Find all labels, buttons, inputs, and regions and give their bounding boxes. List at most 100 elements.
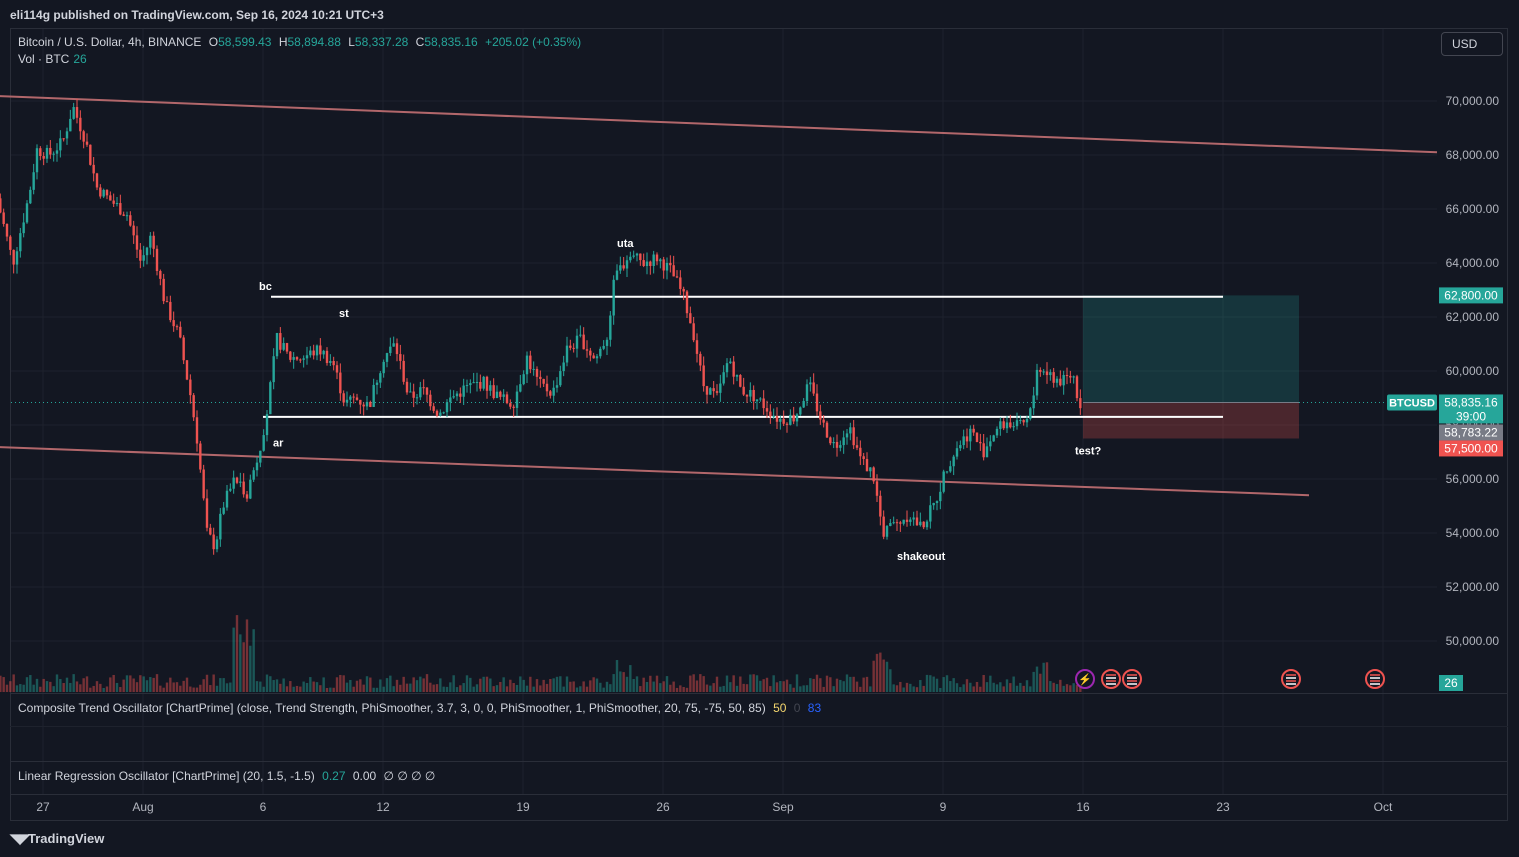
volume-bar	[789, 684, 792, 692]
channel-trendline[interactable]	[0, 446, 1310, 497]
volume-bar	[839, 679, 842, 692]
candle-body	[162, 278, 165, 302]
volume-bar	[419, 676, 422, 692]
chart-annotation-shakeout[interactable]: shakeout	[897, 551, 946, 563]
candle-body	[785, 423, 789, 425]
volume-bar	[655, 675, 659, 692]
symbol-name[interactable]: Bitcoin / U.S. Dollar, 4h, BINANCE	[18, 35, 202, 49]
volume-bar	[322, 677, 325, 692]
volume-bar	[992, 682, 995, 692]
chart-annotation-bc[interactable]: bc	[259, 281, 272, 293]
candle-body	[485, 376, 489, 391]
volume-bar	[892, 684, 895, 692]
long-position-target-zone[interactable]	[1083, 295, 1299, 403]
us-flag-event-icon[interactable]	[1365, 669, 1385, 689]
candle-body	[1069, 375, 1072, 378]
y-tick-label: 70,000.00	[1446, 94, 1500, 108]
us-flag-event-icon[interactable]	[1122, 669, 1142, 689]
us-flag-event-icon[interactable]	[1101, 669, 1121, 689]
volume-bar	[439, 678, 442, 692]
candle-body	[1005, 422, 1009, 429]
candle-body	[422, 387, 425, 389]
candle-body	[979, 441, 982, 444]
candle-body	[89, 144, 92, 165]
candle-body	[129, 215, 132, 226]
volume-bar	[1035, 666, 1039, 692]
volume-bar	[619, 671, 622, 692]
candle-body	[332, 360, 335, 366]
volume-bar	[245, 619, 249, 692]
candle-body	[539, 376, 542, 379]
candle-body	[119, 203, 122, 215]
volume-bar	[715, 676, 719, 692]
candle-body	[572, 347, 575, 349]
candle-body	[812, 382, 815, 394]
volume-bar	[185, 677, 189, 692]
volume-bar	[585, 686, 589, 692]
volume-bar	[215, 685, 219, 692]
volume-bar	[325, 687, 329, 692]
chart-annotation-ar[interactable]: ar	[273, 438, 284, 450]
candle-body	[209, 527, 212, 535]
candle-body	[652, 254, 655, 267]
candle-body	[549, 391, 552, 396]
currency-button[interactable]: USD	[1441, 32, 1503, 56]
candle-body	[365, 401, 369, 407]
lightning-event-icon[interactable]	[1075, 669, 1095, 689]
channel-trendline[interactable]	[0, 95, 1438, 154]
long-position-stop-zone[interactable]	[1083, 402, 1299, 439]
volume-bar	[269, 676, 272, 692]
candle-body	[369, 401, 372, 407]
candle-body	[662, 259, 665, 271]
chart-annotation-uta[interactable]: uta	[617, 238, 634, 250]
candle-body	[329, 360, 332, 363]
volume-bar	[349, 679, 352, 692]
volume-bar	[252, 629, 255, 692]
volume-bar	[335, 677, 339, 692]
volume-bar	[782, 681, 785, 692]
candle-body	[335, 365, 339, 373]
volume-bar	[722, 685, 725, 692]
volume-bar	[19, 684, 22, 692]
candle-body	[845, 433, 849, 438]
candle-body	[675, 276, 679, 278]
volume-bar	[122, 679, 125, 692]
candle-body	[475, 381, 479, 383]
us-flag-event-icon[interactable]	[1281, 669, 1301, 689]
candle-body	[959, 445, 962, 449]
candle-body	[1079, 398, 1082, 409]
volume-bar	[459, 685, 462, 692]
candle-body	[875, 481, 879, 496]
cto-indicator-legend[interactable]: Composite Trend Oscillator [ChartPrime] …	[18, 701, 821, 715]
chart-annotation-test[interactable]: test?	[1075, 446, 1102, 458]
candle-body	[275, 333, 279, 357]
volume-bar	[222, 678, 225, 692]
candle-body	[822, 419, 825, 423]
lro-indicator-legend[interactable]: Linear Regression Oscillator [ChartPrime…	[18, 769, 435, 783]
candle-body	[825, 422, 829, 438]
candle-body	[29, 189, 32, 204]
candle-body	[322, 350, 325, 355]
tradingview-logo[interactable]: ◥◤TradingView	[10, 831, 104, 847]
candle-body	[859, 447, 862, 457]
volume-bar	[852, 676, 855, 692]
chart-annotation-st[interactable]: st	[339, 308, 349, 320]
volume-bar	[522, 679, 525, 692]
candle-body	[902, 519, 905, 524]
candle-body	[1042, 371, 1045, 373]
low-value: 58,337.28	[354, 35, 409, 49]
price-axis-label	[1439, 287, 1503, 304]
volume-bar	[225, 683, 229, 692]
volume-label[interactable]: Vol · BTC	[18, 52, 70, 66]
candle-body	[912, 517, 915, 520]
pane-separator[interactable]	[10, 693, 1508, 694]
pane-separator[interactable]	[10, 761, 1508, 762]
candle-body	[915, 517, 919, 526]
candle-body	[962, 436, 965, 446]
volume-bar	[112, 674, 115, 692]
candle-body	[445, 402, 449, 413]
volume-bar	[1002, 686, 1005, 692]
volume-bar	[982, 674, 985, 692]
candle-body	[2, 212, 5, 224]
